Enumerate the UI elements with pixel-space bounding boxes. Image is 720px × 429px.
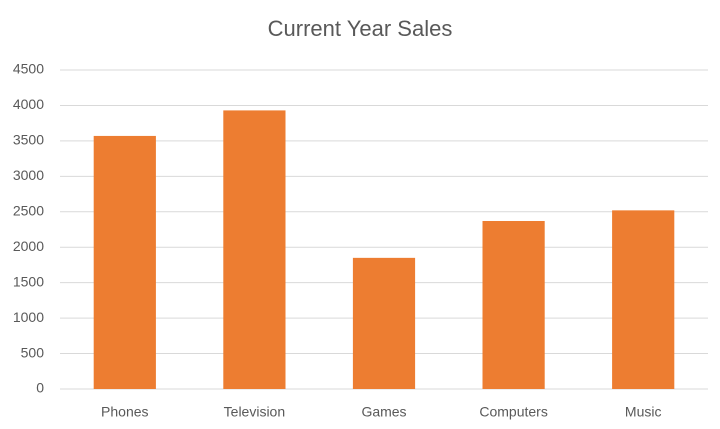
bar xyxy=(93,135,156,389)
bar xyxy=(352,257,416,389)
bar xyxy=(223,110,286,389)
x-tick-label: Music xyxy=(625,404,662,420)
y-tick-label: 2000 xyxy=(13,238,44,254)
x-tick-label: Phones xyxy=(101,404,148,420)
chart-title: Current Year Sales xyxy=(268,16,453,41)
x-tick-label: Games xyxy=(361,404,406,420)
y-tick-label: 500 xyxy=(21,344,45,360)
y-tick-label: 4000 xyxy=(13,96,44,112)
y-tick-label: 1000 xyxy=(13,309,44,325)
y-tick-label: 1500 xyxy=(13,273,44,289)
y-tick-label: 3000 xyxy=(13,167,44,183)
y-tick-label: 4500 xyxy=(13,61,44,77)
x-tick-label: Television xyxy=(224,404,285,420)
y-tick-label: 2500 xyxy=(13,202,44,218)
bar xyxy=(612,210,675,389)
x-tick-label: Computers xyxy=(479,404,547,420)
bar xyxy=(482,220,545,389)
y-tick-label: 3500 xyxy=(13,132,44,148)
y-tick-label: 0 xyxy=(36,380,44,396)
